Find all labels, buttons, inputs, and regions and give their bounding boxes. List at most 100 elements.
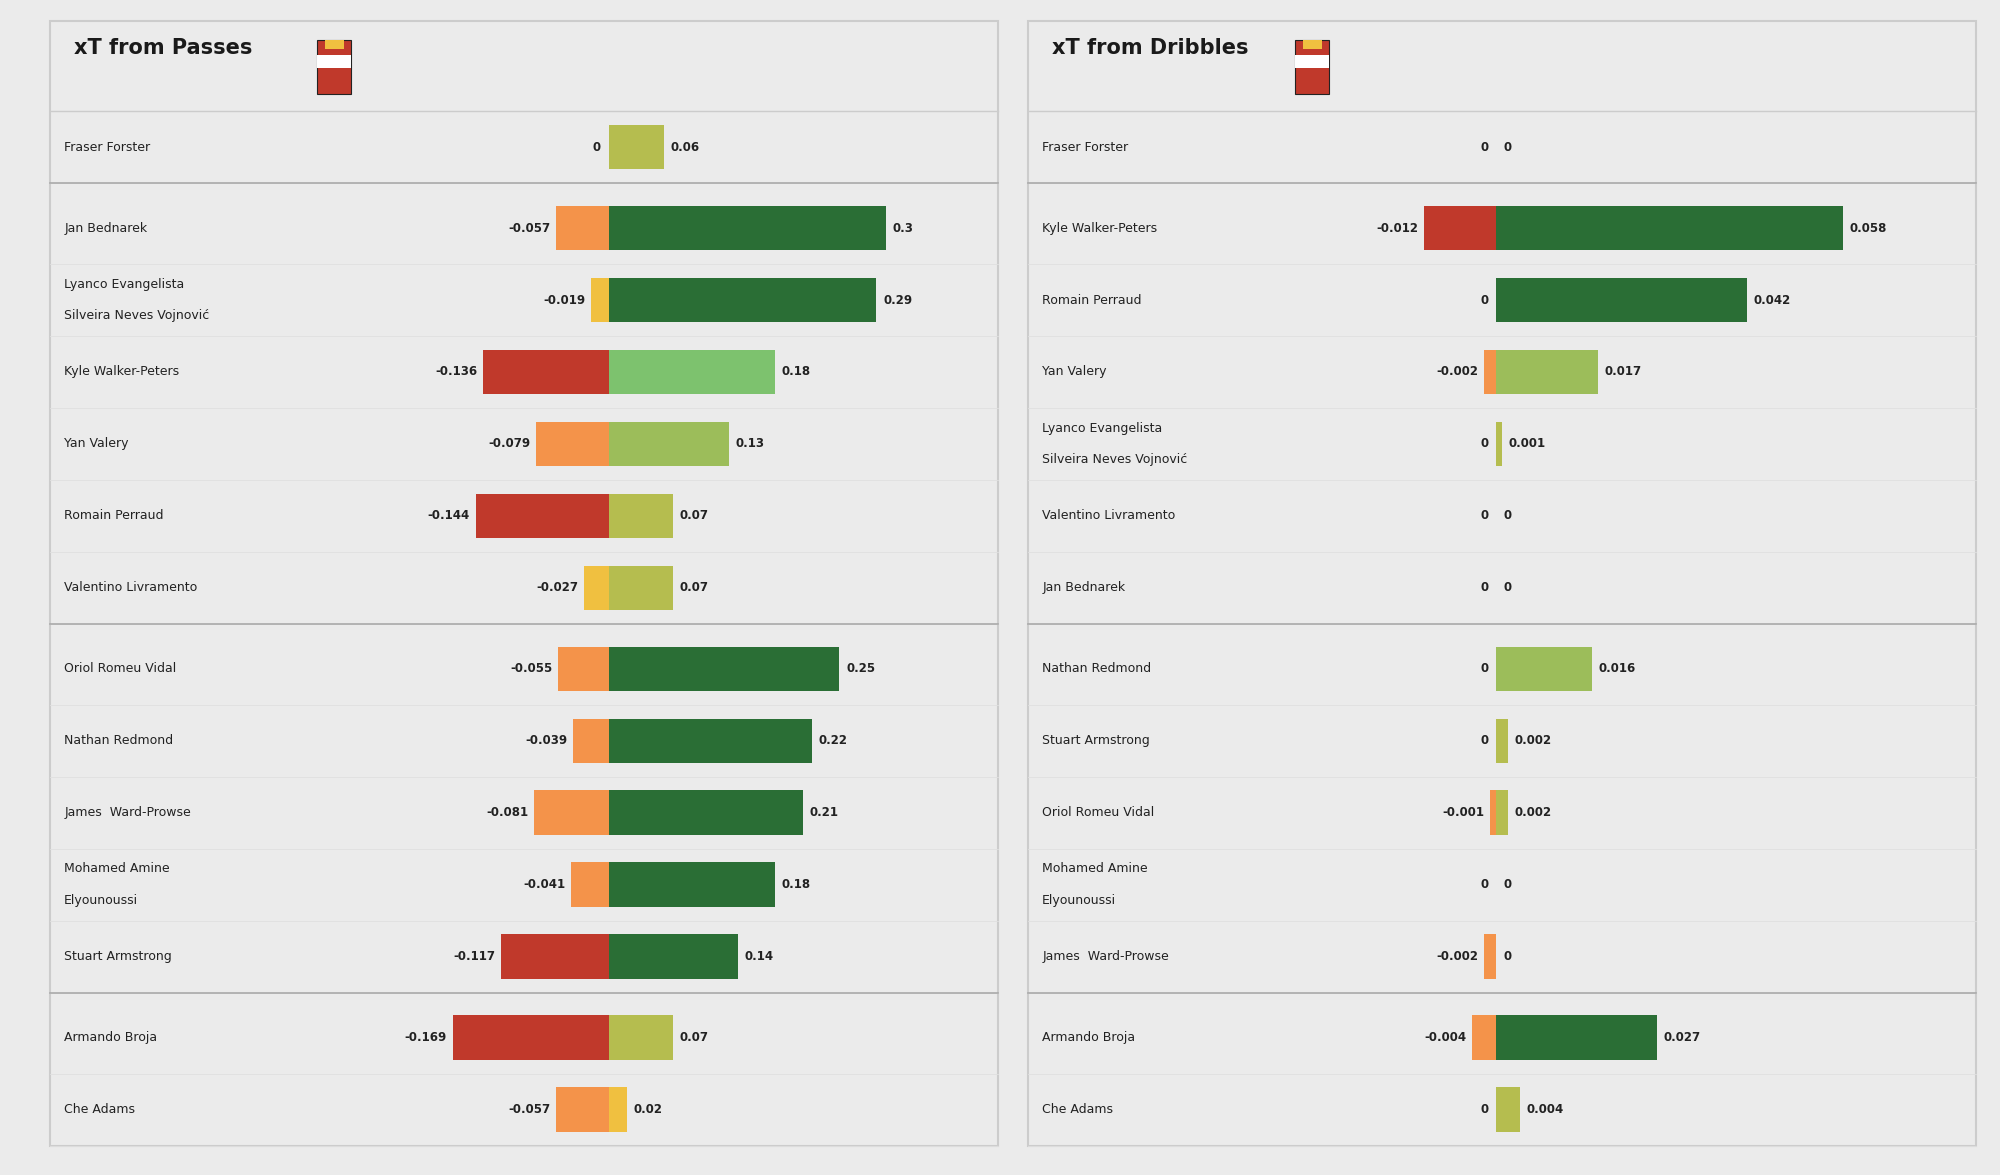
- Text: 0: 0: [1504, 878, 1512, 892]
- Text: 0.07: 0.07: [680, 510, 708, 523]
- Text: Romain Perraud: Romain Perraud: [64, 510, 164, 523]
- Text: Armando Broja: Armando Broja: [64, 1032, 158, 1045]
- Text: Jan Bednarek: Jan Bednarek: [64, 222, 148, 235]
- Text: 0.017: 0.017: [1604, 365, 1642, 378]
- Bar: [1490, 791, 1496, 835]
- Text: 0.042: 0.042: [1754, 294, 1790, 307]
- Text: -0.055: -0.055: [510, 663, 552, 676]
- Text: 0: 0: [1504, 141, 1512, 154]
- Bar: [318, 55, 352, 68]
- Text: Mohamed Amine: Mohamed Amine: [64, 862, 170, 875]
- Text: Valentino Livramento: Valentino Livramento: [64, 582, 198, 595]
- Text: 0: 0: [1480, 294, 1488, 307]
- Text: -0.169: -0.169: [404, 1032, 448, 1045]
- Bar: [476, 494, 608, 538]
- Text: -0.002: -0.002: [1436, 365, 1478, 378]
- Text: 0: 0: [1480, 1103, 1488, 1116]
- Bar: [608, 791, 802, 835]
- Text: 0.18: 0.18: [782, 365, 810, 378]
- Bar: [608, 1015, 674, 1060]
- Text: -0.136: -0.136: [436, 365, 478, 378]
- Bar: [1496, 1087, 1520, 1132]
- Bar: [570, 862, 608, 907]
- Text: Silveira Neves Vojnović: Silveira Neves Vojnović: [1042, 454, 1188, 466]
- Text: Fraser Forster: Fraser Forster: [64, 141, 150, 154]
- Bar: [608, 565, 674, 610]
- Text: -0.012: -0.012: [1376, 222, 1418, 235]
- Bar: [1472, 1015, 1496, 1060]
- Bar: [1496, 350, 1598, 395]
- Text: 0: 0: [1504, 951, 1512, 963]
- Text: 0.058: 0.058: [1850, 222, 1886, 235]
- Text: Elyounoussi: Elyounoussi: [64, 894, 138, 907]
- Bar: [536, 422, 608, 466]
- Text: 0.002: 0.002: [1514, 806, 1552, 819]
- Bar: [1484, 934, 1496, 979]
- Text: -0.027: -0.027: [536, 582, 578, 595]
- Text: 0: 0: [1504, 510, 1512, 523]
- Text: -0.057: -0.057: [508, 1103, 550, 1116]
- Bar: [452, 1015, 608, 1060]
- Bar: [608, 494, 674, 538]
- Text: 0.29: 0.29: [884, 294, 912, 307]
- Text: 0: 0: [1480, 878, 1488, 892]
- Text: Nathan Redmond: Nathan Redmond: [64, 734, 174, 747]
- Bar: [1496, 277, 1746, 322]
- Text: 0.02: 0.02: [634, 1103, 662, 1116]
- Text: xT from Dribbles: xT from Dribbles: [1052, 38, 1248, 58]
- Text: Nathan Redmond: Nathan Redmond: [1042, 663, 1152, 676]
- Text: -0.117: -0.117: [454, 951, 496, 963]
- Text: 0: 0: [1504, 582, 1512, 595]
- Text: James  Ward-Prowse: James Ward-Prowse: [1042, 951, 1168, 963]
- Text: Valentino Livramento: Valentino Livramento: [1042, 510, 1176, 523]
- Text: Kyle Walker-Peters: Kyle Walker-Peters: [1042, 222, 1158, 235]
- Bar: [572, 718, 608, 763]
- Text: Kyle Walker-Peters: Kyle Walker-Peters: [64, 365, 180, 378]
- Text: 0.07: 0.07: [680, 582, 708, 595]
- Text: 0.001: 0.001: [1508, 437, 1546, 450]
- Bar: [1496, 1015, 1658, 1060]
- Text: Elyounoussi: Elyounoussi: [1042, 894, 1116, 907]
- Bar: [1496, 791, 1508, 835]
- Bar: [608, 350, 774, 395]
- Bar: [1496, 206, 1842, 250]
- Text: -0.057: -0.057: [508, 222, 550, 235]
- Text: -0.001: -0.001: [1442, 806, 1484, 819]
- Bar: [324, 40, 344, 49]
- Text: 0: 0: [1480, 141, 1488, 154]
- Text: 0.002: 0.002: [1514, 734, 1552, 747]
- Bar: [556, 206, 608, 250]
- Text: -0.081: -0.081: [486, 806, 528, 819]
- Bar: [1296, 55, 1330, 68]
- Text: 0: 0: [1480, 437, 1488, 450]
- Text: Stuart Armstrong: Stuart Armstrong: [1042, 734, 1150, 747]
- Text: -0.039: -0.039: [524, 734, 568, 747]
- Text: Fraser Forster: Fraser Forster: [1042, 141, 1128, 154]
- Text: 0.21: 0.21: [810, 806, 838, 819]
- Bar: [608, 1087, 628, 1132]
- Bar: [608, 646, 840, 691]
- Text: -0.019: -0.019: [544, 294, 586, 307]
- Text: -0.004: -0.004: [1424, 1032, 1466, 1045]
- Text: Che Adams: Che Adams: [1042, 1103, 1114, 1116]
- Text: Yan Valery: Yan Valery: [64, 437, 128, 450]
- Text: Lyanco Evangelista: Lyanco Evangelista: [1042, 422, 1162, 435]
- Text: xT from Passes: xT from Passes: [74, 38, 252, 58]
- Bar: [1296, 40, 1330, 94]
- Bar: [484, 350, 608, 395]
- Bar: [608, 862, 774, 907]
- Text: -0.144: -0.144: [428, 510, 470, 523]
- Text: 0.07: 0.07: [680, 1032, 708, 1045]
- Text: 0.016: 0.016: [1598, 663, 1636, 676]
- Text: 0.06: 0.06: [670, 141, 700, 154]
- Bar: [1496, 646, 1592, 691]
- Bar: [608, 422, 728, 466]
- Bar: [534, 791, 608, 835]
- Bar: [1424, 206, 1496, 250]
- Bar: [584, 565, 608, 610]
- Text: Stuart Armstrong: Stuart Armstrong: [64, 951, 172, 963]
- Bar: [500, 934, 608, 979]
- Text: -0.002: -0.002: [1436, 951, 1478, 963]
- Text: Romain Perraud: Romain Perraud: [1042, 294, 1142, 307]
- Bar: [1496, 718, 1508, 763]
